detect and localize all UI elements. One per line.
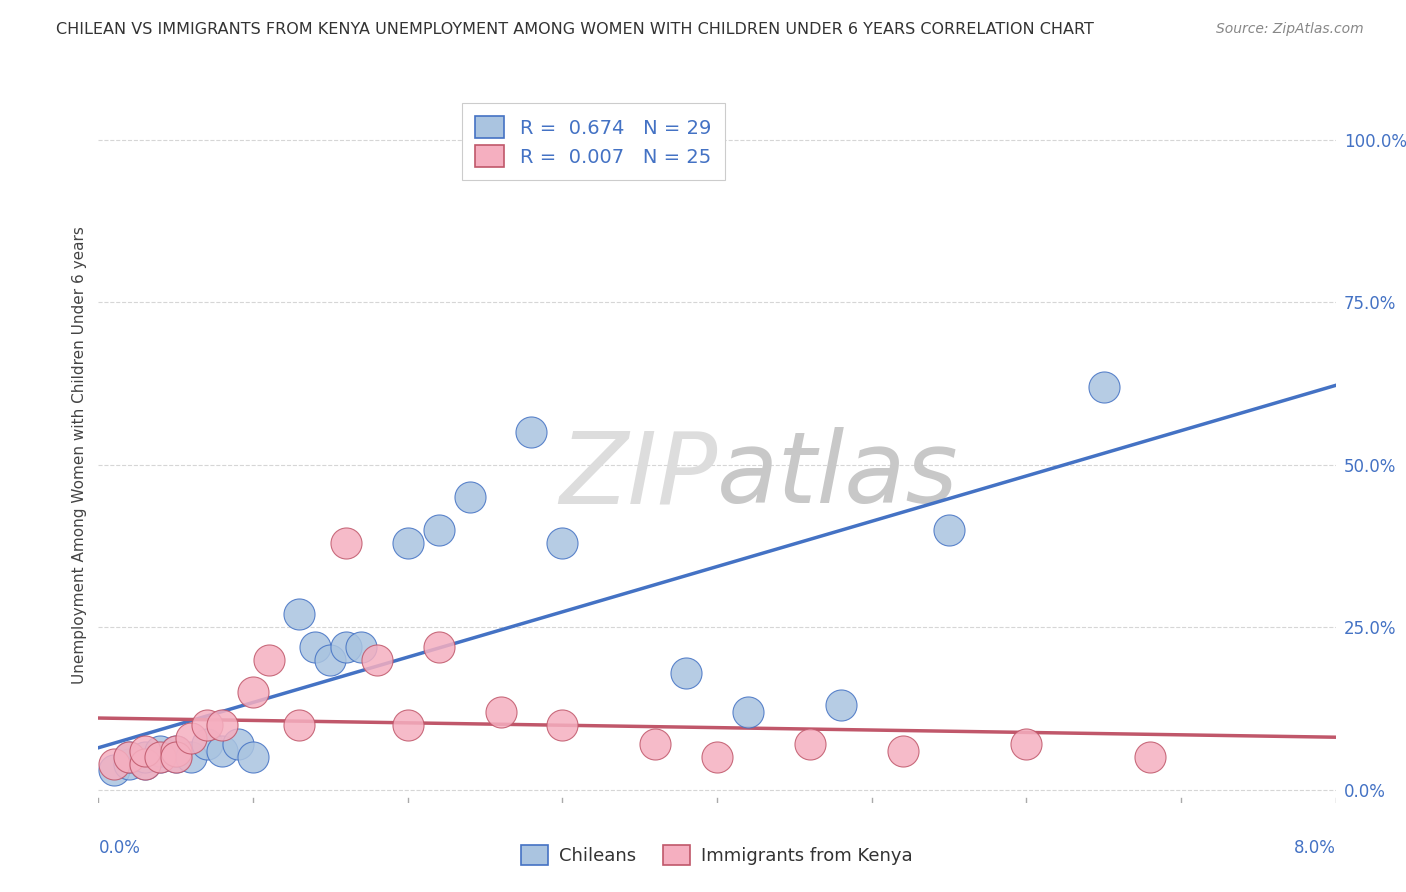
Point bbox=[830, 698, 852, 713]
Point bbox=[1092, 379, 1115, 393]
Text: 0.0%: 0.0% bbox=[98, 838, 141, 856]
Text: Source: ZipAtlas.com: Source: ZipAtlas.com bbox=[1216, 22, 1364, 37]
Point bbox=[938, 523, 960, 537]
Point bbox=[489, 705, 512, 719]
Point bbox=[149, 750, 172, 764]
Point bbox=[257, 653, 280, 667]
Legend: Chileans, Immigrants from Kenya: Chileans, Immigrants from Kenya bbox=[512, 836, 922, 874]
Point bbox=[675, 665, 697, 680]
Point bbox=[304, 640, 326, 654]
Point bbox=[165, 750, 187, 764]
Point bbox=[134, 756, 156, 771]
Point bbox=[149, 750, 172, 764]
Point bbox=[134, 756, 156, 771]
Point bbox=[551, 718, 574, 732]
Point bbox=[165, 744, 187, 758]
Point bbox=[118, 750, 141, 764]
Point bbox=[226, 737, 249, 751]
Point bbox=[134, 744, 156, 758]
Point bbox=[1139, 750, 1161, 764]
Point bbox=[242, 685, 264, 699]
Text: atlas: atlas bbox=[717, 427, 959, 524]
Point bbox=[644, 737, 666, 751]
Point bbox=[149, 744, 172, 758]
Point bbox=[180, 750, 202, 764]
Point bbox=[288, 718, 311, 732]
Point bbox=[799, 737, 821, 751]
Point bbox=[195, 737, 218, 751]
Point bbox=[706, 750, 728, 764]
Point bbox=[891, 744, 914, 758]
Point bbox=[180, 731, 202, 745]
Point bbox=[350, 640, 373, 654]
Point bbox=[551, 535, 574, 549]
Point bbox=[242, 750, 264, 764]
Point bbox=[319, 653, 342, 667]
Point bbox=[165, 744, 187, 758]
Point bbox=[458, 490, 481, 504]
Point bbox=[211, 718, 233, 732]
Text: ZIP: ZIP bbox=[558, 427, 717, 524]
Point bbox=[165, 750, 187, 764]
Point bbox=[288, 607, 311, 622]
Point bbox=[427, 523, 450, 537]
Text: CHILEAN VS IMMIGRANTS FROM KENYA UNEMPLOYMENT AMONG WOMEN WITH CHILDREN UNDER 6 : CHILEAN VS IMMIGRANTS FROM KENYA UNEMPLO… bbox=[56, 22, 1094, 37]
Point bbox=[335, 640, 357, 654]
Point bbox=[520, 425, 543, 439]
Point bbox=[427, 640, 450, 654]
Point bbox=[103, 756, 125, 771]
Point bbox=[335, 535, 357, 549]
Y-axis label: Unemployment Among Women with Children Under 6 years: Unemployment Among Women with Children U… bbox=[72, 226, 87, 684]
Point bbox=[134, 750, 156, 764]
Point bbox=[211, 744, 233, 758]
Point bbox=[103, 764, 125, 778]
Point bbox=[195, 718, 218, 732]
Point bbox=[118, 756, 141, 771]
Point bbox=[396, 535, 419, 549]
Point bbox=[396, 718, 419, 732]
Point bbox=[1015, 737, 1038, 751]
Point bbox=[118, 750, 141, 764]
Text: 8.0%: 8.0% bbox=[1294, 838, 1336, 856]
Point bbox=[366, 653, 388, 667]
Point bbox=[737, 705, 759, 719]
